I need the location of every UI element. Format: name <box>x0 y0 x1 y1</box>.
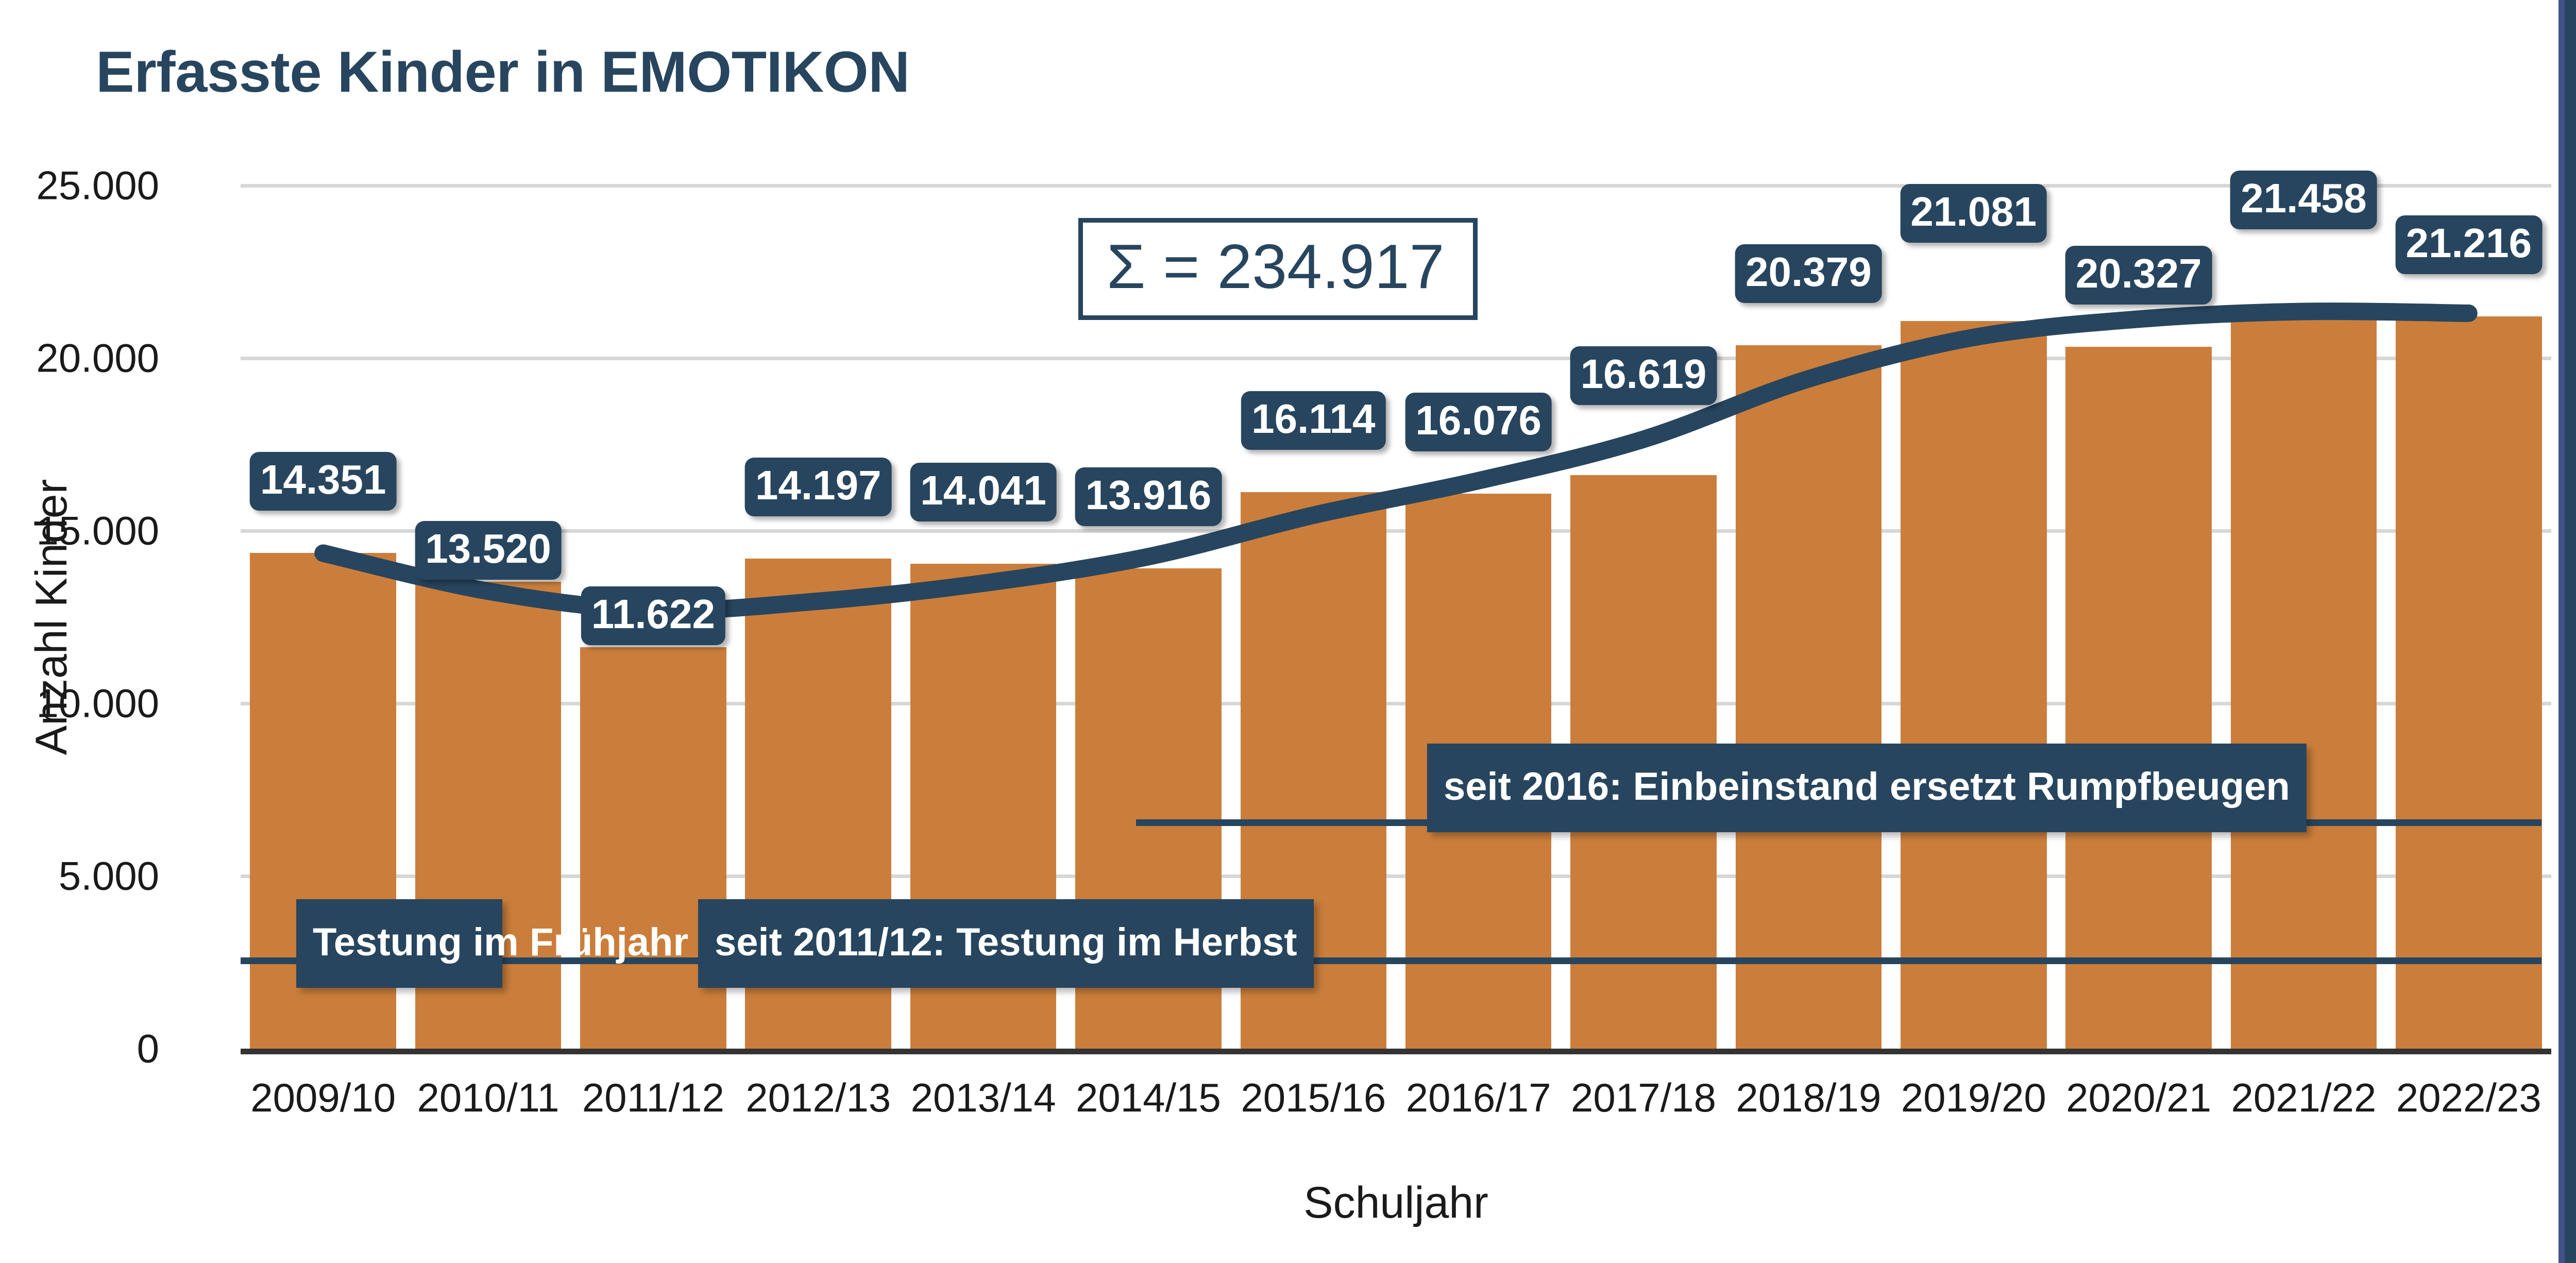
bar-value-label: 14.197 <box>744 457 892 516</box>
x-axis-tick-label: 2011/12 <box>582 1075 724 1120</box>
y-axis-tick-label: 10.000 <box>36 680 159 726</box>
x-axis-tick-label: 2022/23 <box>2396 1075 2541 1120</box>
y-axis-tick-label: 15.000 <box>36 508 159 553</box>
x-axis-tick-label: 2014/15 <box>1075 1075 1221 1120</box>
bar <box>580 647 726 1049</box>
bar <box>1735 345 1882 1049</box>
y-axis-tick-label: 5.000 <box>58 853 159 899</box>
x-axis-title: Schuljahr <box>1303 1178 1488 1227</box>
x-axis-tick-label: 2010/11 <box>417 1075 560 1120</box>
bar <box>1900 321 2047 1049</box>
bar-value-label: 20.379 <box>1735 244 1882 303</box>
sum-badge: Σ = 234.917 <box>1078 218 1478 320</box>
note-autumn-testing: seit 2011/12: Testung im Herbst <box>698 899 1314 988</box>
bar-value-label: 16.619 <box>1570 346 1717 405</box>
bar-value-label: 21.458 <box>2230 171 2377 230</box>
bar-value-label: 13.520 <box>415 521 562 580</box>
y-axis-tick-label: 25.000 <box>36 162 159 208</box>
x-axis-tick-label: 2020/21 <box>2066 1075 2212 1120</box>
x-axis-tick-label: 2017/18 <box>1571 1075 1717 1120</box>
x-axis-line <box>241 1049 2551 1054</box>
sidebar: EMOTIKON-Tests: •6-Minuten-Lauf•Sternlau… <box>2558 0 2576 1263</box>
note-einbeinstand: seit 2016: Einbeinstand ersetzt Rumpfbeu… <box>1427 744 2307 832</box>
x-axis-tick-label: 2019/20 <box>1901 1075 2046 1120</box>
y-axis-title-wrap: Anzahl Kinder <box>21 186 82 1049</box>
bar-value-label: 11.622 <box>581 586 726 646</box>
y-axis-title: Anzahl Kinder <box>26 479 76 755</box>
note-spring-testing: Testung im Frühjahr <box>296 899 688 988</box>
y-axis-tick-label: 0 <box>137 1025 159 1071</box>
note-autumn-testing-text: seit 2011/12: Testung im Herbst <box>715 920 1297 964</box>
bar-value-label: 16.076 <box>1405 392 1552 451</box>
x-axis-tick-label: 2018/19 <box>1736 1075 1882 1120</box>
x-axis-tick-label: 2015/16 <box>1241 1075 1386 1120</box>
gridline <box>241 702 2551 705</box>
bar-value-label: 13.916 <box>1075 467 1222 526</box>
note-einbeinstand-text: seit 2016: Einbeinstand ersetzt Rumpfbeu… <box>1444 765 2290 809</box>
y-axis-tick-label: 20.000 <box>36 335 159 381</box>
x-axis-tick-label: 2012/13 <box>745 1075 891 1120</box>
bar <box>2396 316 2542 1049</box>
bar-value-label: 21.081 <box>1900 183 2047 243</box>
bar <box>2065 347 2212 1049</box>
bar-value-label: 20.327 <box>2065 246 2212 305</box>
x-axis-tick-label: 2013/14 <box>910 1075 1056 1120</box>
x-axis-tick-label: 2009/10 <box>250 1075 396 1120</box>
bar-value-label: 14.041 <box>910 463 1057 522</box>
x-axis-tick-label: 2016/17 <box>1405 1075 1551 1120</box>
gridline <box>241 184 2551 188</box>
gridline <box>241 874 2551 878</box>
note-spring-testing-text: Testung im Frühjahr <box>313 920 689 964</box>
page-title: Erfasste Kinder in EMOTIKON <box>96 40 910 104</box>
bar-value-label: 21.216 <box>2395 215 2543 274</box>
x-axis-tick-label: 2021/22 <box>2231 1075 2377 1120</box>
bar-value-label: 16.114 <box>1241 391 1386 450</box>
bar <box>2230 308 2377 1049</box>
bar-value-label: 14.351 <box>249 452 397 511</box>
